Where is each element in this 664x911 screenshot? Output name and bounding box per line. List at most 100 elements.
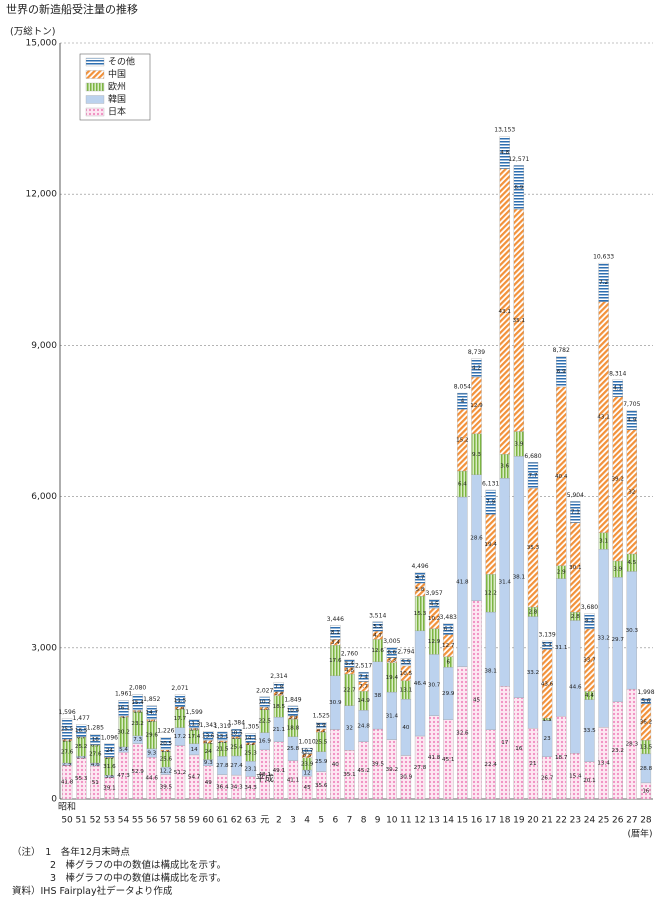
segment-label: 44.6 — [569, 684, 582, 690]
total-label: 7,705 — [623, 401, 640, 408]
y-axis-label: (万総トン) — [10, 26, 55, 38]
segment-label: 23.2 — [131, 721, 143, 727]
segment-label: 4.7 — [373, 633, 382, 639]
segment-label: 5.3 — [543, 643, 552, 649]
segment-label: 15.3 — [414, 611, 427, 617]
segment-label: 7.4 — [359, 674, 368, 680]
segment-label: 17.6 — [329, 658, 342, 664]
segment-label: 6.9 — [514, 185, 523, 191]
segment-label: 23.1 — [244, 766, 257, 772]
segment-label: 4.2 — [472, 365, 481, 371]
segment-label: 39.5 — [160, 784, 173, 790]
x-tick-label: 8 — [361, 816, 367, 826]
total-label: 3,005 — [383, 638, 400, 645]
segment-label: 30.9 — [329, 700, 342, 706]
bar-segment — [231, 729, 242, 737]
total-label: 3,514 — [369, 612, 386, 619]
segment-label: 28.6 — [470, 535, 483, 541]
x-tick-label: 16 — [471, 816, 483, 826]
x-tick-label: 54 — [118, 816, 130, 826]
segment-label: 43.6 — [541, 681, 554, 687]
total-label: 1,525 — [313, 713, 330, 720]
segment-label: 6.6 — [387, 650, 396, 656]
segment-label: 23.9 — [301, 761, 314, 767]
segment-label: 11.5 — [174, 698, 187, 704]
segment-label: 4.6 — [91, 762, 100, 768]
segment-label: 23 — [544, 736, 552, 742]
segment-label: 17.2 — [174, 734, 186, 740]
segment-label: 9.3 — [472, 452, 481, 458]
segment-label: 2.3 — [260, 706, 269, 712]
segment-label: 14.1 — [244, 735, 257, 741]
total-label: 8,314 — [609, 370, 626, 377]
x-tick-label: 12 — [414, 816, 425, 826]
x-tick-label: 21 — [541, 816, 552, 826]
legend-label: 韓国 — [108, 94, 126, 105]
segment-label: 17 — [501, 740, 509, 746]
x-tick-label: 51 — [75, 816, 86, 826]
segment-label: 16.9 — [258, 739, 271, 745]
segment-label: 3.9 — [514, 441, 523, 447]
bar-segment — [273, 682, 284, 692]
segment-label: 31.6 — [103, 764, 116, 770]
total-label: 1,477 — [73, 715, 90, 722]
segment-label: 25.5 — [315, 739, 328, 745]
segment-label: 26.7 — [541, 775, 554, 781]
total-label: 8,739 — [468, 349, 485, 356]
x-tick-label: 56 — [146, 816, 158, 826]
bar-segment — [527, 462, 539, 489]
segment-label: 2.4 — [176, 705, 185, 711]
segment-label: 45 — [473, 697, 481, 703]
total-label: 1,305 — [242, 724, 259, 731]
segment-label: 6.2 — [444, 627, 453, 633]
era-label: 平成 — [256, 773, 274, 785]
segment-label: 49 — [205, 780, 213, 786]
segment-label: 4.5 — [430, 601, 439, 607]
total-label: 13,153 — [494, 127, 515, 134]
segment-label: 46.4 — [414, 681, 427, 687]
segment-label: 28.8 — [640, 766, 653, 772]
x-tick-label: 9 — [375, 816, 381, 826]
segment-label: 27.6 — [61, 749, 74, 755]
bar-segment — [104, 743, 115, 758]
total-label: 1,961 — [115, 691, 132, 698]
chart: 世界の新造船受注量の推移 (万総トン) (暦年) 0 3,000 6,000 9,00… — [6, 2, 655, 840]
segment-label: 27.8 — [216, 763, 229, 769]
total-label: 2,080 — [129, 685, 146, 692]
x-tick-label: 4 — [304, 816, 310, 826]
total-label: 3,139 — [539, 631, 556, 638]
total-label: 1,596 — [58, 709, 75, 716]
total-label: 1,998 — [637, 689, 654, 696]
segment-label: 13.6 — [202, 733, 215, 739]
segment-label: 6 — [446, 660, 450, 666]
segment-label: 15.4 — [569, 774, 582, 780]
note: 3 棒グラフの中の数値は構成比を示す。 — [12, 873, 227, 884]
x-axis-label: (暦年) — [627, 828, 652, 840]
segment-label: 16 — [642, 788, 650, 794]
segment-label: 7.2 — [599, 280, 608, 286]
x-tick-label: 6 — [332, 816, 338, 826]
segment-label: 35.1 — [513, 318, 526, 324]
segment-label: 41.1 — [287, 777, 300, 783]
y-tick-label: 12,000 — [26, 190, 58, 200]
segment-label: 39.2 — [386, 767, 398, 773]
total-label: 6,131 — [482, 480, 499, 487]
segment-label: 25.8 — [287, 746, 300, 752]
segment-label: 54.7 — [188, 774, 201, 780]
x-tick-label: 13 — [428, 816, 439, 826]
segment-label: 8.3 — [585, 619, 594, 625]
segment-label: 20.1 — [583, 778, 596, 784]
bar-segment — [245, 733, 256, 743]
legend-swatch — [85, 82, 105, 92]
y-tick-label: 6,000 — [31, 492, 57, 502]
bar-segment — [570, 501, 581, 523]
segment-label: 13.4 — [597, 761, 610, 767]
segment-label: 25.2 — [75, 744, 87, 750]
total-label: 4,496 — [411, 563, 428, 570]
segment-label: 2.3 — [77, 754, 86, 760]
segment-label: 33.7 — [583, 658, 596, 664]
segment-label: 22.7 — [343, 687, 356, 693]
legend-swatch — [85, 95, 105, 104]
x-tick-label: 10 — [386, 816, 398, 826]
total-label: 3,446 — [327, 616, 344, 623]
